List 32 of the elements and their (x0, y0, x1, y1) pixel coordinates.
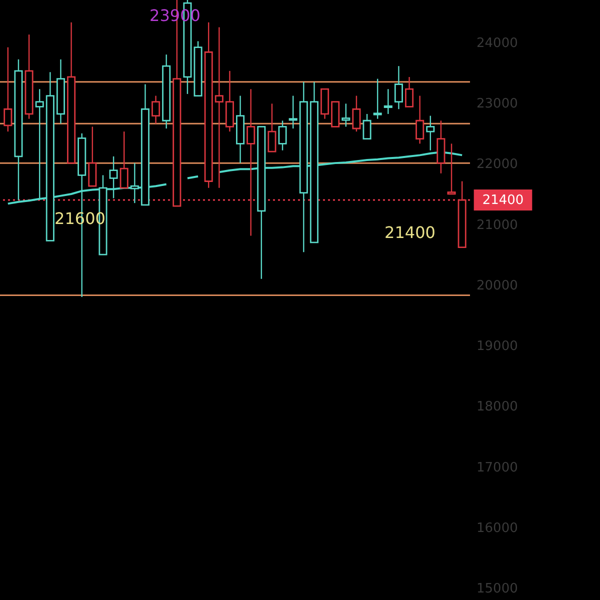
candlestick (426, 115, 435, 151)
candlestick (447, 143, 456, 195)
candlestick (416, 95, 424, 144)
y-tick-label: 24000 (476, 36, 518, 51)
y-tick-label: 17000 (476, 460, 518, 476)
annotation: 21400 (384, 223, 436, 242)
candlestick (109, 156, 118, 199)
y-tick-label: 21000 (476, 218, 518, 233)
y-tick-label: 20000 (476, 278, 518, 294)
candlestick (152, 95, 160, 124)
candlestick (120, 130, 128, 189)
candlestick (214, 26, 224, 189)
y-tick-label: 19000 (476, 339, 518, 354)
y-tick-label: 18000 (476, 400, 518, 415)
candlestick (88, 126, 97, 187)
candlestick (342, 103, 350, 128)
candlestick (4, 46, 12, 132)
candlestick (352, 95, 361, 132)
candlestick (394, 65, 403, 110)
candlestick (288, 95, 298, 130)
y-tick-label: 22000 (476, 157, 518, 172)
candlestick (362, 113, 372, 140)
ref-line-label: 21400 (482, 193, 524, 208)
y-tick-label: 15000 (476, 582, 518, 596)
candlestick (384, 88, 392, 115)
candlestick (278, 120, 287, 151)
candlestick (246, 88, 256, 236)
candlestick (405, 76, 414, 108)
candlestick (268, 103, 276, 152)
y-tick-label: 23000 (476, 96, 518, 112)
y-tick-label: 16000 (476, 520, 518, 536)
candlestick (373, 78, 382, 120)
